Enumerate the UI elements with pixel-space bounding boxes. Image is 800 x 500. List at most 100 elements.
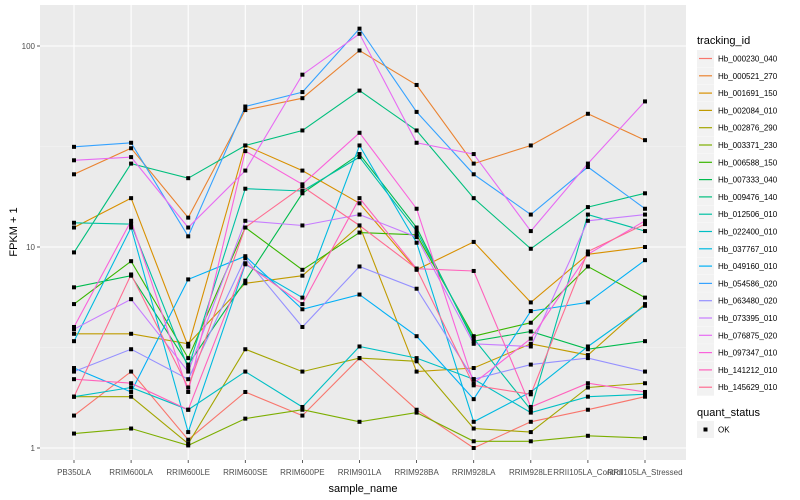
data-point xyxy=(129,222,134,227)
data-point xyxy=(129,196,134,201)
data-point xyxy=(129,218,134,223)
x-tick-label: PB350LA xyxy=(57,468,91,477)
data-point xyxy=(186,215,191,220)
data-point xyxy=(129,297,134,302)
data-point xyxy=(300,407,305,412)
data-point xyxy=(72,327,76,332)
data-point xyxy=(243,168,248,173)
data-point xyxy=(528,362,533,367)
legend-item: Hb_007333_040 xyxy=(697,171,778,189)
data-point xyxy=(129,389,134,394)
data-point xyxy=(643,369,647,374)
legend-label: Hb_049160_010 xyxy=(718,262,778,271)
data-point xyxy=(528,389,533,394)
data-point xyxy=(585,381,590,386)
data-point xyxy=(585,205,590,210)
legend-item: Hb_054586_020 xyxy=(697,274,778,292)
data-point xyxy=(129,394,134,399)
legend-label: Hb_054586_020 xyxy=(718,279,778,288)
data-point xyxy=(414,140,419,145)
data-point xyxy=(528,430,533,435)
data-point xyxy=(471,152,476,157)
data-point xyxy=(300,324,305,329)
data-point xyxy=(243,108,248,113)
data-point xyxy=(471,426,476,431)
y-axis-title: FPKM + 1 xyxy=(8,207,20,256)
data-point xyxy=(300,90,305,95)
data-point xyxy=(129,146,134,151)
data-point xyxy=(643,339,647,344)
data-point xyxy=(643,212,647,217)
data-point xyxy=(357,143,362,148)
legend-label: Hb_076875_020 xyxy=(718,331,778,340)
x-tick-label: RRII105LA_Control xyxy=(553,468,623,477)
data-point xyxy=(528,404,533,409)
data-point xyxy=(471,172,476,177)
data-point xyxy=(471,446,476,450)
data-point xyxy=(186,341,191,346)
data-point xyxy=(585,212,590,217)
data-point xyxy=(414,206,419,211)
data-point xyxy=(414,286,419,291)
data-point xyxy=(243,347,248,352)
data-point xyxy=(129,259,134,264)
data-point xyxy=(186,437,191,442)
data-point xyxy=(643,229,647,234)
data-point xyxy=(357,48,362,53)
data-point xyxy=(243,261,248,266)
data-point xyxy=(300,404,305,409)
data-point xyxy=(357,344,362,349)
data-point xyxy=(585,264,590,269)
data-point xyxy=(357,201,362,206)
data-point xyxy=(129,140,134,145)
data-point xyxy=(129,272,134,277)
data-point xyxy=(643,218,647,223)
data-point xyxy=(243,278,248,283)
data-point xyxy=(300,96,305,101)
data-point xyxy=(414,229,419,234)
data-point xyxy=(357,130,362,135)
data-point xyxy=(528,392,533,397)
data-point xyxy=(528,329,533,334)
legend-label: Hb_009476_140 xyxy=(718,193,778,202)
legend-label: Hb_003371_230 xyxy=(718,141,778,150)
legend-shape-title: quant_status xyxy=(697,407,760,419)
legend-color-items: Hb_000230_040 Hb_000521_270 Hb_001691_150 H… xyxy=(697,50,778,396)
legend-label: Hb_000521_270 xyxy=(718,72,778,81)
data-point xyxy=(471,419,476,424)
data-point xyxy=(585,394,590,399)
data-point xyxy=(643,392,647,397)
data-point xyxy=(72,324,76,329)
data-point xyxy=(72,331,76,336)
data-point xyxy=(129,331,134,336)
data-point xyxy=(585,347,590,352)
data-point xyxy=(300,182,305,187)
data-point xyxy=(186,385,191,390)
data-point xyxy=(585,111,590,116)
data-point xyxy=(643,245,647,249)
data-point xyxy=(528,246,533,251)
data-point xyxy=(585,356,590,361)
data-point xyxy=(243,186,248,191)
data-point xyxy=(471,268,476,273)
data-point xyxy=(300,295,305,300)
legend-item: Hb_000521_270 xyxy=(697,67,778,85)
legend-item: Hb_002084_010 xyxy=(697,101,778,119)
legend-item: Hb_000230_040 xyxy=(697,50,778,67)
data-point xyxy=(72,431,76,436)
data-point xyxy=(643,258,647,263)
data-point xyxy=(414,407,419,412)
data-point xyxy=(414,225,419,230)
data-point xyxy=(357,292,362,297)
data-point xyxy=(357,155,362,160)
data-point xyxy=(585,249,590,254)
data-point xyxy=(300,267,305,272)
data-point xyxy=(186,407,191,412)
data-point xyxy=(357,31,362,36)
legend-item: Hb_009476_140 xyxy=(697,188,778,206)
data-point xyxy=(414,266,419,271)
data-point xyxy=(129,385,134,390)
data-point xyxy=(300,273,305,278)
x-tick-label: RRIM600LA xyxy=(109,468,153,477)
